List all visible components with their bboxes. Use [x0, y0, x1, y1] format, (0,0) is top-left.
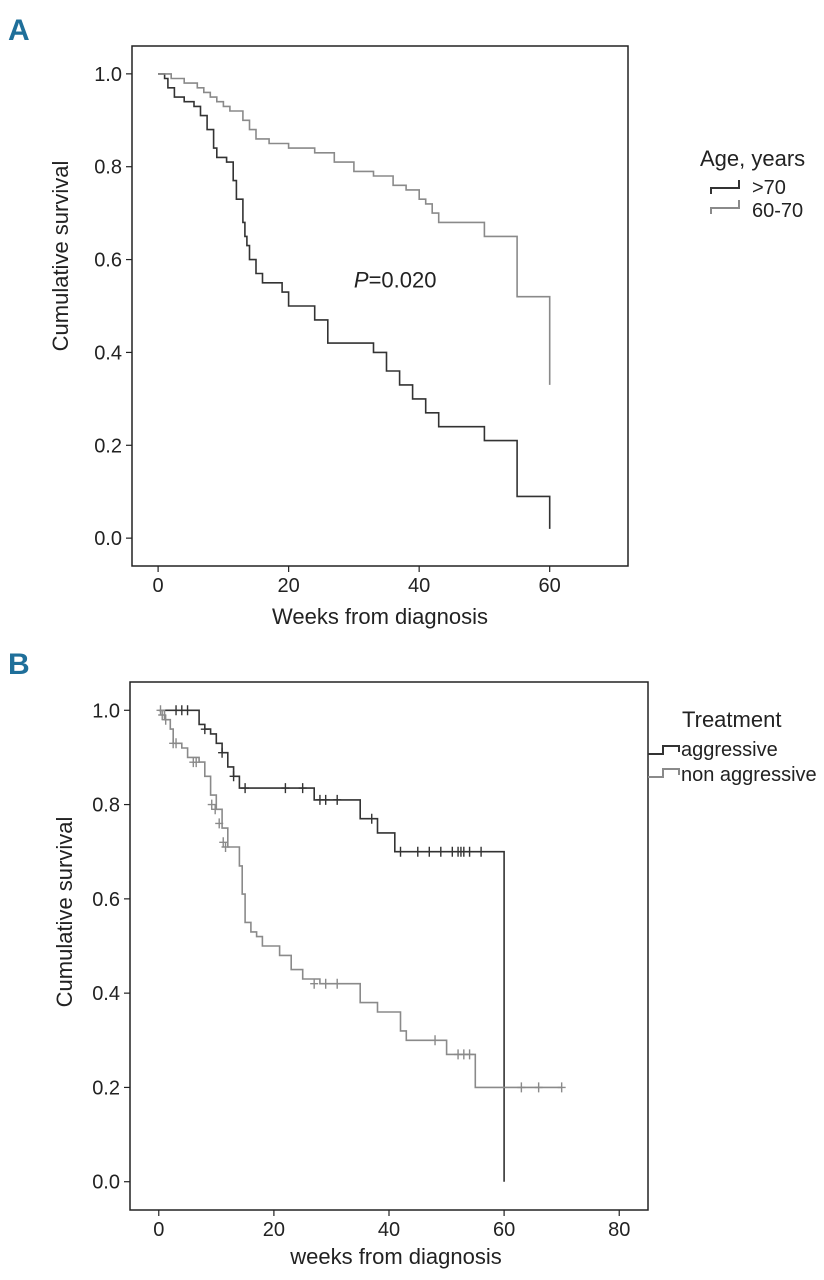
panel-b-censor-mark-aggressive — [321, 794, 330, 805]
panel-b-censor-mark-non-aggressive — [215, 818, 224, 829]
panel-b-censor-mark-non-aggressive — [207, 799, 216, 810]
panel-a-y-tick-label: 0.8 — [94, 157, 122, 179]
panel-a-y-axis-title: Cumulative survival — [48, 161, 73, 352]
panel-b-x-tick-label: 60 — [493, 1219, 515, 1241]
legend-swatch-aggressive — [648, 745, 680, 755]
panel-b-y-tick-label: 0.8 — [92, 795, 120, 817]
panel-b-censor-mark-aggressive — [465, 846, 474, 857]
panel-b-censor-mark-non-aggressive — [221, 842, 230, 852]
panel-b-y-tick-label: 0.4 — [92, 983, 120, 1005]
panel-b-series-non-aggressive-line — [158, 709, 562, 1089]
panel-b-censor-mark-aggressive — [241, 783, 250, 794]
legend-label-non-aggressive: non aggressive — [681, 764, 817, 786]
panel-a-letter: A — [8, 14, 30, 47]
panel-b-censor-mark-non-aggressive — [517, 1082, 526, 1093]
panel-b-censor-mark-aggressive — [367, 813, 376, 824]
panel-b-censor-mark-non-aggressive — [534, 1082, 543, 1093]
p-value-text: =0.020 — [369, 267, 437, 292]
panel-b-series — [156, 705, 566, 1182]
panel-b-censor-mark-non-aggressive — [211, 804, 220, 815]
panel-b-censor-mark-non-aggressive — [321, 978, 330, 989]
panel-b-censor-mark-non-aggressive — [172, 738, 181, 749]
panel-a-legend-title: Age, years — [700, 146, 805, 171]
panel-b-x-tick-label: 80 — [608, 1219, 630, 1241]
panel-b-censor-mark-aggressive — [229, 771, 238, 782]
panel-a-series-70-line — [158, 73, 551, 529]
panel-b-censor-mark-aggressive — [436, 846, 445, 857]
panel-b-censor-mark-aggressive — [396, 846, 405, 857]
panel-b-legend: Treatment aggressive non aggressive — [648, 707, 817, 786]
panel-b-censor-mark-non-aggressive — [310, 978, 319, 989]
panel-a-y-tick-label: 0.0 — [94, 528, 122, 550]
panel-a-legend: Age, years >70 60-70 — [700, 146, 805, 222]
panel-a-series-60-70-line — [158, 73, 551, 385]
legend-swatch-gt70 — [710, 180, 740, 194]
panel-a-y-axis: 0.0 0.2 0.4 0.6 0.8 1.0 — [94, 64, 132, 550]
panel-b-censor-mark-aggressive — [281, 783, 290, 794]
panel-a-x-axis-title: Weeks from diagnosis — [272, 604, 488, 629]
panel-b-censor-mark-aggressive — [413, 846, 422, 857]
panel-b-censor-mark-non-aggressive — [156, 705, 165, 716]
panel-b-y-tick-label: 0.2 — [92, 1077, 120, 1099]
panel-a-x-axis: 0 20 40 60 — [153, 566, 561, 597]
panel-b-censor-mark-non-aggressive — [158, 710, 167, 720]
legend-swatch-non-aggressive — [648, 768, 680, 778]
p-italic: P — [354, 267, 369, 292]
panel-b-x-tick-label: 20 — [263, 1219, 285, 1241]
panel-b-censor-mark-non-aggressive — [431, 1035, 440, 1046]
panel-b-plot-frame — [129, 681, 649, 1211]
panel-b-censor-mark-aggressive — [200, 724, 209, 735]
panel-a-x-tick-label: 20 — [278, 575, 300, 597]
panel-b-censor-mark-aggressive — [298, 783, 307, 794]
panel-b-letter: B — [8, 648, 30, 681]
panel-b-censor-mark-aggressive — [333, 794, 342, 805]
panel-b-legend-title: Treatment — [682, 707, 781, 732]
panel-b-censor-mark-non-aggressive — [192, 757, 201, 768]
panel-b-censor-mark-non-aggressive — [557, 1082, 566, 1093]
panel-b-censor-mark-aggressive — [477, 846, 486, 857]
panel-b-y-axis: 0.0 0.2 0.4 0.6 0.8 1.0 — [92, 700, 130, 1194]
legend-label-gt70: >70 — [752, 177, 786, 199]
panel-a: A 0.0 0.2 0.4 0.6 0.8 1.0 0 20 40 60 Weeks from … — [8, 14, 805, 629]
panel-b-y-tick-label: 0.0 — [92, 1172, 120, 1194]
panel-b-censor-mark-non-aggressive — [333, 978, 342, 989]
panel-a-series — [158, 73, 551, 529]
legend-label-aggressive: aggressive — [681, 739, 778, 761]
panel-a-y-tick-label: 0.4 — [94, 342, 122, 364]
panel-b-y-axis-title: Cumulative survival — [52, 817, 77, 1008]
panel-a-x-tick-label: 60 — [539, 575, 561, 597]
legend-label-60-70: 60-70 — [752, 200, 803, 222]
panel-b-censor-mark-aggressive — [425, 846, 434, 857]
panel-b-y-tick-label: 1.0 — [92, 700, 120, 722]
panel-a-x-tick-label: 40 — [408, 575, 430, 597]
panel-b: B 0.0 0.2 0.4 0.6 0.8 1.0 0 20 40 60 80 weeks fro… — [8, 648, 817, 1269]
panel-b-censor-mark-aggressive — [218, 747, 227, 758]
panel-b-x-tick-label: 0 — [153, 1219, 164, 1241]
panel-a-y-tick-label: 1.0 — [94, 64, 122, 86]
panel-b-x-axis-title: weeks from diagnosis — [289, 1244, 502, 1269]
panel-b-censor-mark-non-aggressive — [465, 1049, 474, 1060]
legend-swatch-60-70 — [710, 200, 740, 214]
panel-b-x-tick-label: 40 — [378, 1219, 400, 1241]
panel-a-y-tick-label: 0.6 — [94, 250, 122, 272]
panel-b-censor-mark-non-aggressive — [161, 714, 170, 725]
panel-b-censor-mark-aggressive — [183, 705, 192, 716]
panel-b-x-axis: 0 20 40 60 80 — [153, 1210, 630, 1241]
panel-a-y-tick-label: 0.2 — [94, 435, 122, 457]
panel-a-x-tick-label: 0 — [153, 575, 164, 597]
panel-a-p-value: P=0.020 — [354, 267, 437, 292]
panel-a-plot-frame — [131, 45, 629, 567]
panel-b-y-tick-label: 0.6 — [92, 889, 120, 911]
